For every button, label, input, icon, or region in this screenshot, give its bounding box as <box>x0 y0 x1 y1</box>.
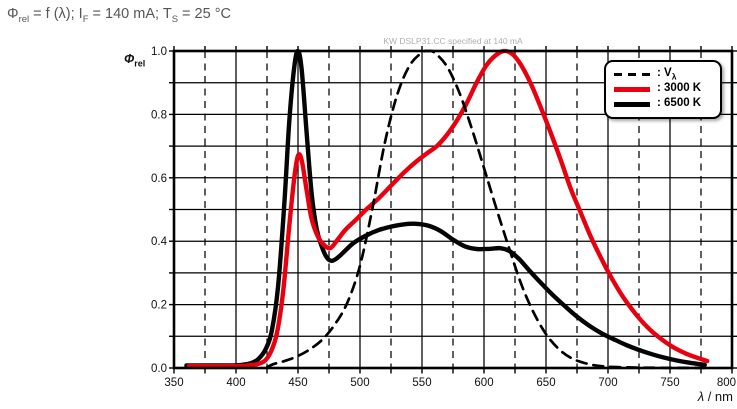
x-tick-label: 400 <box>226 377 245 389</box>
y-tick-label: 1.0 <box>151 46 167 58</box>
legend-label-6500k: : 6500 K <box>657 97 702 110</box>
x-tick-label: 800 <box>717 377 736 389</box>
y-tick-label: 0.2 <box>151 300 167 312</box>
x-tick-label: 450 <box>288 377 307 389</box>
x-tick-label: 550 <box>412 377 431 389</box>
series-V-lambda <box>265 49 709 370</box>
y-tick-label: 0.8 <box>151 109 167 121</box>
legend-item-vlambda: : Vλ <box>614 67 712 82</box>
watermark-text: KW DSLP31.CC specified at 140 mA <box>383 36 523 46</box>
y-tick-label: 0.4 <box>151 236 168 248</box>
x-tick-label: 650 <box>536 377 555 389</box>
x-axis-label: λ / nm <box>697 389 733 404</box>
chart-legend: : Vλ : 3000 K : 6500 K <box>604 60 722 119</box>
legend-swatch-red-line <box>614 87 650 92</box>
x-tick-label: 500 <box>350 377 369 389</box>
x-tick-label: 750 <box>660 377 679 389</box>
x-tick-label: 700 <box>598 377 617 389</box>
plot-border <box>172 49 734 370</box>
y-tick-label: 0.6 <box>151 173 167 185</box>
legend-item-6500k: : 6500 K <box>614 97 712 112</box>
legend-label-3000k: : 3000 K <box>657 82 702 95</box>
x-tick-label: 600 <box>474 377 493 389</box>
legend-label-vlambda: : Vλ <box>657 67 677 82</box>
figure-title: Φrel = f (λ); IF = 140 mA; TS = 25 °C <box>7 6 231 25</box>
legend-item-3000k: : 3000 K <box>614 82 712 97</box>
legend-swatch-dashed-line <box>614 73 650 76</box>
series-3000K <box>186 48 710 369</box>
y-axis-label: Φrel <box>124 52 146 69</box>
series-6500K <box>184 48 707 368</box>
y-tick-label: 0.0 <box>151 363 167 375</box>
legend-swatch-black-line <box>614 102 650 107</box>
x-tick-label: 350 <box>164 377 183 389</box>
